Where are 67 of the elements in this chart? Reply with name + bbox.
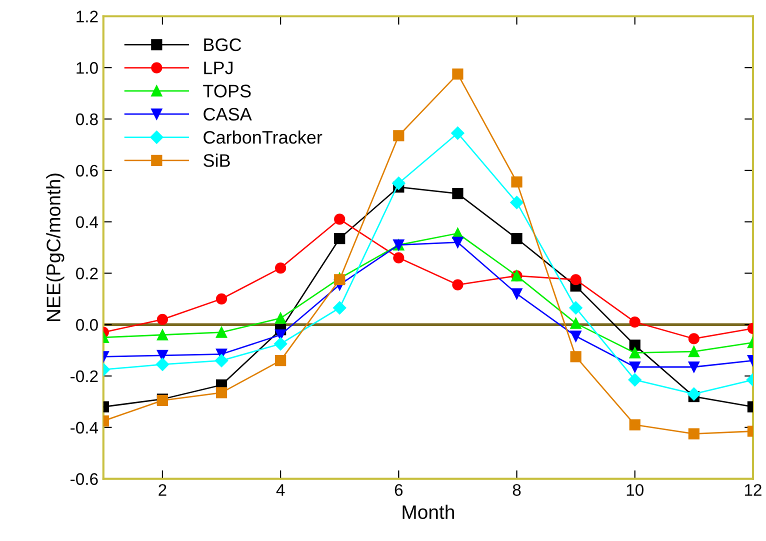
legend-label: BGC [204,38,242,52]
point [629,340,640,351]
y-tick-label: 0.0 [76,319,98,331]
y-tick-label: 0.8 [76,113,98,126]
point [688,361,700,373]
legend-label: CarbonTracker [204,130,322,144]
point [334,274,346,286]
point [451,126,464,140]
point [570,274,582,286]
point [629,347,640,358]
point [511,288,522,300]
point [214,354,228,368]
point [511,232,522,244]
point [629,361,640,373]
x-axis-title: Month [402,504,454,520]
point [688,333,700,344]
x-tick-label: 4 [276,484,285,496]
point [275,355,286,366]
point [570,351,582,362]
x-tick-label: 2 [158,484,166,496]
point [629,419,640,430]
point [687,387,701,401]
legend-label: CASA [204,108,252,121]
point [216,293,228,304]
point [333,301,346,314]
x-tick-label: 6 [394,484,403,496]
point [334,232,346,244]
y-tick-label: -0.6 [70,473,98,485]
y-tick-label: 1.2 [76,10,98,22]
point [275,262,286,274]
point [510,196,524,210]
y-tick-label: 0.2 [76,268,98,280]
x-tick-label: 10 [626,484,644,496]
legend-label: LPJ [204,62,232,74]
x-tick-label: 8 [512,484,521,496]
point [393,130,404,142]
point [570,330,582,342]
y-tick-label: -0.2 [70,370,98,382]
point [216,387,228,398]
point [452,188,464,200]
point [629,316,640,328]
y-axis-title: NEE(PgC/month) [46,174,64,322]
point [452,279,464,290]
point [452,68,464,80]
y-tick-label: 0.6 [76,164,98,177]
x-tick-label: 12 [744,484,762,496]
point [156,358,170,372]
point [156,329,168,340]
point [156,314,168,326]
point [628,373,642,386]
point [274,337,288,350]
point [688,428,700,440]
point [570,318,582,329]
point [569,301,582,314]
legend-label: SiB [204,154,230,167]
y-tick-label: -0.4 [70,422,98,434]
point [393,252,404,264]
point [392,176,406,190]
y-tick-label: 0.4 [76,216,98,228]
point [511,176,522,188]
point [216,326,228,338]
point [275,312,286,324]
point [688,346,700,358]
point [452,236,464,248]
point [334,214,346,225]
legend-label: TOPS [203,84,251,98]
y-tick-label: 1.0 [76,62,98,74]
